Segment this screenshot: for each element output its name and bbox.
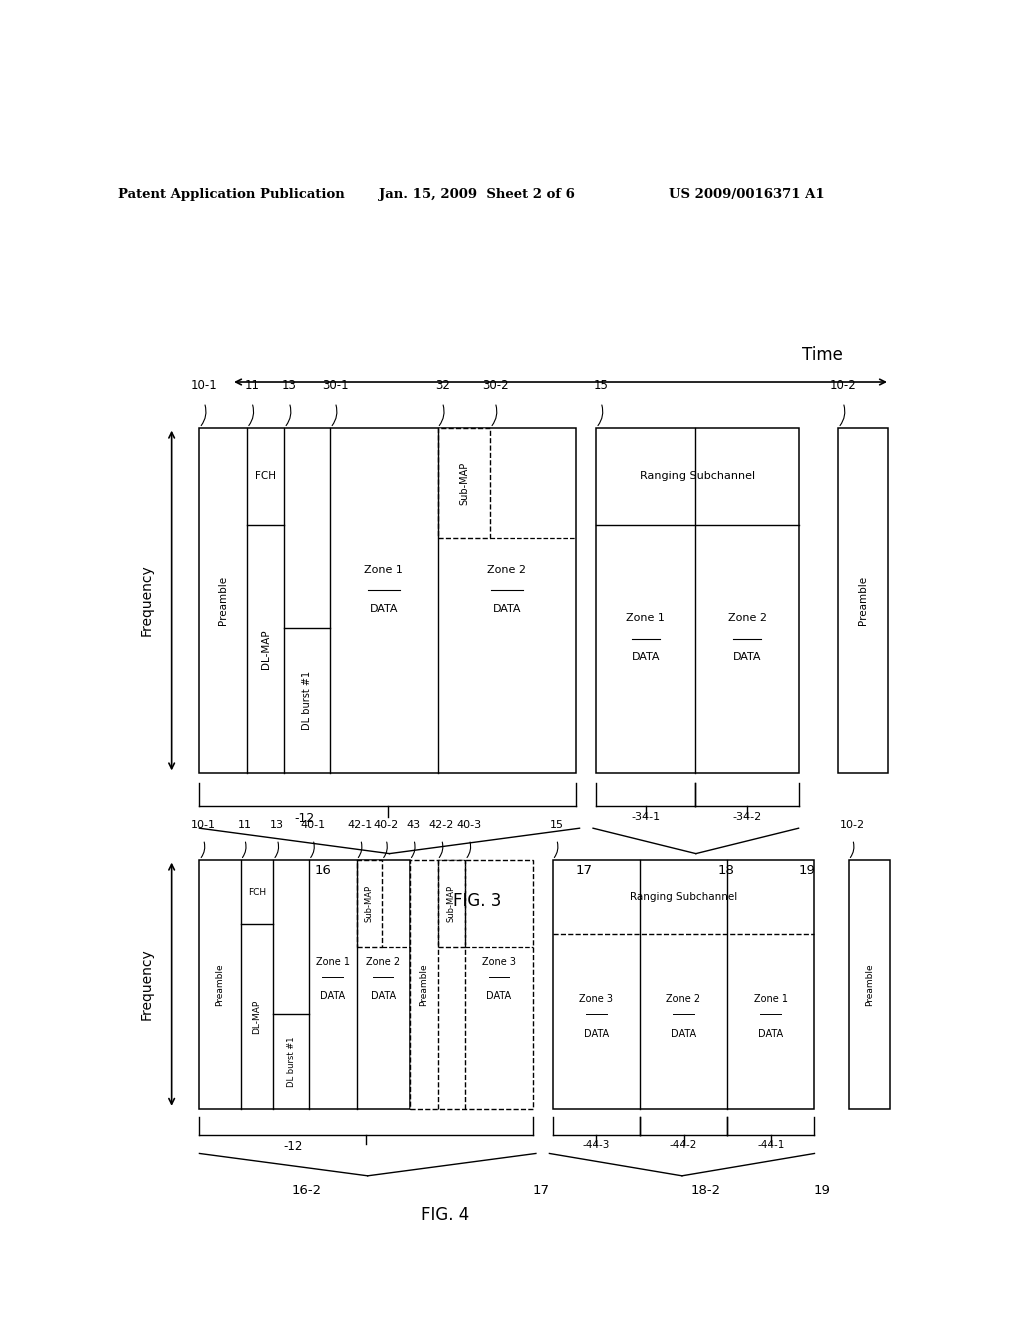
- Text: 10-1: 10-1: [190, 379, 217, 392]
- Text: 17: 17: [532, 1184, 549, 1197]
- Text: 32: 32: [435, 379, 450, 392]
- Bar: [839, 428, 888, 774]
- Text: 42-2: 42-2: [429, 820, 455, 830]
- Text: DL-MAP: DL-MAP: [261, 630, 270, 669]
- Text: Preamble: Preamble: [218, 576, 228, 626]
- Text: Zone 1: Zone 1: [315, 957, 350, 966]
- Text: DATA: DATA: [370, 603, 398, 614]
- Text: -44-3: -44-3: [583, 1140, 610, 1150]
- Text: 10-2: 10-2: [840, 820, 865, 830]
- Text: DATA: DATA: [371, 991, 395, 1002]
- Text: Jan. 15, 2009  Sheet 2 of 6: Jan. 15, 2009 Sheet 2 of 6: [379, 189, 575, 202]
- Text: DATA: DATA: [321, 991, 345, 1002]
- Text: DATA: DATA: [486, 991, 512, 1002]
- Bar: [849, 859, 890, 1109]
- Text: -34-2: -34-2: [732, 812, 762, 822]
- Text: Zone 3: Zone 3: [482, 957, 516, 966]
- Text: 40-3: 40-3: [457, 820, 482, 830]
- Text: 19: 19: [798, 863, 815, 876]
- Text: -12: -12: [283, 1140, 302, 1154]
- Text: 13: 13: [282, 379, 297, 392]
- Text: 16: 16: [314, 863, 332, 876]
- Text: Zone 2: Zone 2: [366, 957, 400, 966]
- Text: DATA: DATA: [671, 1028, 696, 1039]
- Text: 19: 19: [814, 1184, 830, 1197]
- Text: Frequency: Frequency: [139, 948, 154, 1020]
- Text: 16-2: 16-2: [292, 1184, 322, 1197]
- Text: 18: 18: [718, 863, 734, 876]
- Text: Zone 2: Zone 2: [487, 565, 526, 576]
- Text: DATA: DATA: [584, 1028, 609, 1039]
- Text: FIG. 4: FIG. 4: [421, 1206, 470, 1225]
- Text: Sub-MAP: Sub-MAP: [446, 884, 456, 921]
- Text: Ranging Subchannel: Ranging Subchannel: [630, 892, 737, 902]
- Text: 15: 15: [550, 820, 563, 830]
- Text: -12: -12: [295, 812, 315, 825]
- Text: 30-2: 30-2: [481, 379, 508, 392]
- Bar: [437, 859, 465, 946]
- Text: -44-2: -44-2: [670, 1140, 697, 1150]
- Text: 40-2: 40-2: [374, 820, 398, 830]
- Text: Patent Application Publication: Patent Application Publication: [118, 189, 344, 202]
- Text: Ranging Subchannel: Ranging Subchannel: [640, 471, 755, 480]
- Text: Preamble: Preamble: [858, 576, 868, 626]
- Text: 11: 11: [238, 820, 252, 830]
- Bar: [200, 428, 577, 774]
- Text: DATA: DATA: [758, 1028, 783, 1039]
- Bar: [553, 859, 814, 1109]
- Bar: [410, 859, 532, 1109]
- Bar: [356, 859, 382, 946]
- Text: 17: 17: [575, 863, 593, 876]
- Bar: [437, 428, 490, 539]
- Text: Time: Time: [802, 346, 843, 364]
- Text: Preamble: Preamble: [864, 962, 873, 1006]
- Text: Sub-MAP: Sub-MAP: [365, 884, 374, 921]
- Text: DL burst #1: DL burst #1: [302, 671, 312, 730]
- Text: Preamble: Preamble: [419, 962, 428, 1006]
- Text: DATA: DATA: [493, 603, 521, 614]
- Text: Zone 1: Zone 1: [754, 994, 787, 1005]
- Text: 18-2: 18-2: [690, 1184, 721, 1197]
- Text: DATA: DATA: [632, 652, 660, 663]
- Text: 10-1: 10-1: [190, 820, 216, 830]
- Text: Preamble: Preamble: [216, 962, 224, 1006]
- Text: FCH: FCH: [248, 887, 266, 896]
- Text: 13: 13: [270, 820, 285, 830]
- Bar: [200, 859, 410, 1109]
- Text: DL-MAP: DL-MAP: [253, 999, 261, 1034]
- Text: FIG. 3: FIG. 3: [453, 892, 502, 911]
- Text: FCH: FCH: [255, 471, 276, 480]
- Text: Sub-MAP: Sub-MAP: [459, 462, 469, 504]
- Text: Zone 2: Zone 2: [727, 614, 767, 623]
- Text: 10-2: 10-2: [829, 379, 856, 392]
- Text: 40-1: 40-1: [300, 820, 326, 830]
- Text: US 2009/0016371 A1: US 2009/0016371 A1: [670, 189, 824, 202]
- Bar: [596, 428, 799, 774]
- Text: -44-1: -44-1: [757, 1140, 784, 1150]
- Text: 30-1: 30-1: [322, 379, 348, 392]
- Text: Frequency: Frequency: [139, 565, 154, 636]
- Text: DL burst #1: DL burst #1: [287, 1036, 296, 1086]
- Text: Zone 1: Zone 1: [365, 565, 403, 576]
- Text: Zone 2: Zone 2: [667, 994, 700, 1005]
- Text: DATA: DATA: [733, 652, 761, 663]
- Text: 43: 43: [407, 820, 421, 830]
- Text: 42-1: 42-1: [348, 820, 373, 830]
- Text: Zone 3: Zone 3: [580, 994, 613, 1005]
- Text: 15: 15: [594, 379, 608, 392]
- Text: Zone 1: Zone 1: [627, 614, 666, 623]
- Text: -34-1: -34-1: [631, 812, 660, 822]
- Text: 11: 11: [245, 379, 259, 392]
